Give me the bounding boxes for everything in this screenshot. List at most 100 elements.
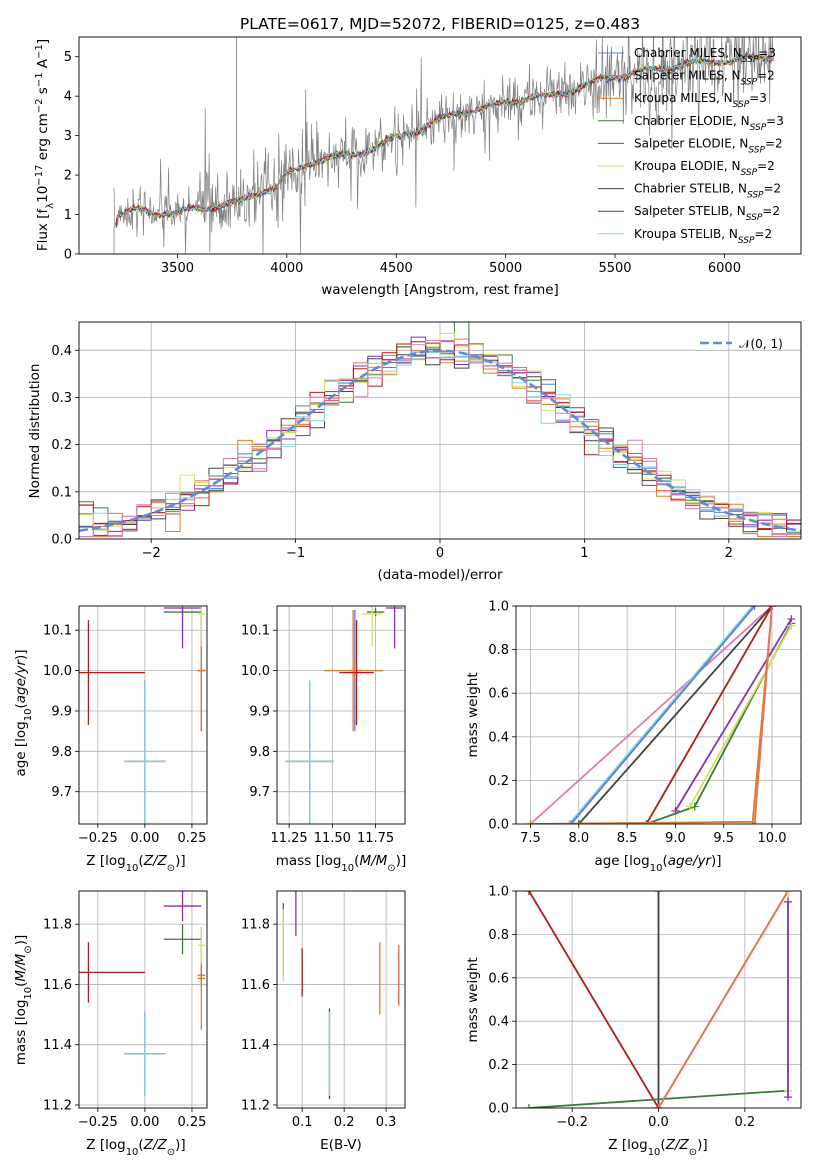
- cumulative-mass-weight-line: [528, 891, 660, 1108]
- cumulative-marker: [671, 806, 680, 815]
- age_vs_mass-ytick-label: 9.9: [249, 704, 270, 719]
- spectrum-xtick-label: 4500: [380, 261, 413, 276]
- mw_vs_Z-ytick-label: 0.6: [488, 971, 509, 986]
- mass_vs_Z-xtick-label: −0.25: [78, 1115, 118, 1130]
- model-fit-line-chabrier-stelib: [115, 52, 773, 228]
- spectrum-xtick-label: 3500: [161, 261, 194, 276]
- mw_vs_Z-ytick-label: 0.8: [488, 928, 509, 943]
- mass_vs_Z-ytick-label: 11.6: [43, 978, 72, 993]
- mw_vs_age-ytick-label: 0.6: [488, 687, 509, 702]
- cumulative-mass-weight-line: [528, 1089, 789, 1108]
- cumulative-mass-weight-line: [753, 606, 773, 824]
- cumulative-marker: [685, 802, 694, 811]
- mw_vs_Z-xtick-label: 0.0: [648, 1115, 669, 1130]
- mass_vs_Z-ytick-label: 11.2: [43, 1098, 72, 1113]
- cumulative-mass-weight-line: [529, 606, 773, 824]
- cumulative-mass-weight-line: [689, 625, 793, 808]
- spectrum-xtick-label: 4000: [270, 261, 303, 276]
- age_vs_Z-xtick-label: 0.25: [177, 831, 206, 846]
- age_vs_mass-ytick-label: 9.8: [249, 745, 270, 760]
- spectrum-ytick-label: 2: [64, 169, 72, 184]
- mw-vs-Z-ylabel: mass weight: [465, 957, 481, 1042]
- mw_vs_age-axes-frame: [515, 605, 802, 825]
- cumulative-mass-weight-line: [645, 606, 773, 824]
- mw_vs_age-xtick-label: 9.0: [665, 831, 686, 846]
- spectrum-xtick-label: 6000: [708, 261, 741, 276]
- legend-entry: Chabrier ELODIE, NSSP=3: [634, 114, 784, 133]
- mw_vs_Z-xtick-label: −0.2: [556, 1115, 588, 1130]
- legend-entry: Salpeter STELIB, NSSP=2: [634, 204, 780, 223]
- cumulative-marker: [524, 891, 533, 895]
- mw_vs_age-xtick-label: 9.5: [713, 831, 734, 846]
- age_vs_Z-xtick-label: −0.25: [78, 831, 118, 846]
- legend-entry: Chabrier STELIB, NSSP=2: [634, 182, 781, 201]
- cumulative-marker: [654, 891, 663, 895]
- mass_vs_ebv-xtick-label: 0.3: [376, 1115, 397, 1130]
- mass_vs_ebv-ytick-label: 11.2: [241, 1098, 270, 1113]
- cumulative-marker: [750, 606, 759, 610]
- mw_vs_age-xtick-label: 10.0: [758, 831, 787, 846]
- residuals-xtick-label: 1: [580, 546, 588, 561]
- legend-gaussian-label: 𝒩(0, 1): [739, 337, 783, 351]
- cumulative-marker: [642, 820, 651, 824]
- mw_vs_age-ytick-label: 0.0: [488, 818, 509, 833]
- mass_vs_Z-xtick-label: 0.00: [130, 1115, 159, 1130]
- cumulative-marker: [768, 606, 777, 610]
- cumulative-marker: [567, 820, 576, 824]
- legend-entry: Chabrier MILES, NSSP=3: [634, 46, 776, 65]
- spectrum-ytick-label: 1: [64, 208, 72, 223]
- mw_vs_Z-axes-frame: [515, 890, 802, 1109]
- mass_vs_ebv-axes-frame: [276, 890, 406, 1109]
- mass_vs_ebv-ytick-label: 11.8: [241, 918, 270, 933]
- spectrum-title: PLATE=0617, MJD=52072, FIBERID=0125, z=0…: [240, 15, 640, 33]
- mass_vs_ebv-xtick-label: 0.2: [334, 1115, 355, 1130]
- mw_vs_age-ytick-label: 0.4: [488, 730, 509, 745]
- cumulative-mass-weight-line: [674, 618, 793, 812]
- age_vs_Z-ytick-label: 9.9: [51, 704, 72, 719]
- mw-vs-age-ylabel: mass weight: [465, 672, 481, 757]
- cumulative-marker: [784, 891, 793, 895]
- mass_vs_Z-xtick-label: 0.25: [177, 1115, 206, 1130]
- age_vs_Z-xtick-label: 0.00: [130, 831, 159, 846]
- age_vs_mass-xtick-label: 11.50: [314, 831, 351, 846]
- mw_vs_age-ytick-label: 0.8: [488, 643, 509, 658]
- age_vs_Z-ytick-label: 10.1: [43, 624, 72, 639]
- mass_vs_ebv-ytick-label: 11.6: [241, 978, 270, 993]
- cumulative-mass-weight-line: [657, 891, 789, 1108]
- age_vs_mass-ytick-label: 9.7: [249, 785, 270, 800]
- plot-layer: 3500 4000 4500 5000 5500 6000 0 1 2 3 4 5 wavelength…: [13, 36, 802, 1158]
- spectrum-ylabel: Flux [fλ10−17 erg cm−2 s−1 A−1]: [34, 39, 56, 251]
- mass_vs_Z-ytick-label: 11.4: [43, 1038, 72, 1053]
- residuals-ytick-label: 0.1: [51, 485, 72, 500]
- residuals-ytick-label: 0.3: [51, 391, 72, 406]
- cumulative-marker: [565, 820, 574, 824]
- age-vs-Z-ylabel: age [log10(age/yr)]: [13, 649, 34, 776]
- cumulative-marker: [784, 897, 793, 906]
- residuals-axes-frame: [78, 321, 802, 540]
- legend-entry: Kroupa MILES, NSSP=3: [634, 91, 767, 110]
- spectrum-xlabel: wavelength [Angstrom, rest frame]: [321, 282, 559, 298]
- legend-entry: Kroupa STELIB, NSSP=2: [634, 227, 772, 246]
- residuals-xtick-label: −2: [142, 546, 161, 561]
- age_vs_mass-ytick-label: 10.1: [241, 624, 270, 639]
- residuals-xtick-label: −1: [286, 546, 305, 561]
- mw-vs-Z-xlabel: Z [log10(Z/Z⊙)]: [608, 1137, 707, 1158]
- age_vs_mass-plot-area: [277, 606, 405, 824]
- cumulative-mass-weight-line: [578, 606, 773, 824]
- mass_vs_Z-axes-frame: [78, 890, 208, 1109]
- mw_vs_Z-xtick-label: 0.2: [735, 1115, 756, 1130]
- age_vs_mass-axes-frame: [276, 605, 406, 825]
- gaussian-curve: [79, 349, 801, 532]
- age_vs_mass-ytick-label: 10.0: [241, 664, 270, 679]
- cumulative-mass-weight-line: [570, 606, 756, 824]
- cumulative-marker: [787, 621, 796, 630]
- mw_vs_age-plot-area: [516, 606, 801, 824]
- age_vs_Z-ytick-label: 9.7: [51, 785, 72, 800]
- mass-vs-Z-xlabel: Z [log10(Z/Z⊙)]: [86, 1137, 185, 1158]
- spectrum-ytick-label: 5: [64, 50, 72, 65]
- mw_vs_Z-ytick-label: 0.2: [488, 1058, 509, 1073]
- age_vs_mass-xtick-label: 11.25: [270, 831, 307, 846]
- spectrum-ytick-label: 0: [64, 248, 72, 263]
- cumulative-marker: [524, 1104, 533, 1108]
- legend-entry: Salpeter ELODIE, NSSP=2: [634, 136, 783, 155]
